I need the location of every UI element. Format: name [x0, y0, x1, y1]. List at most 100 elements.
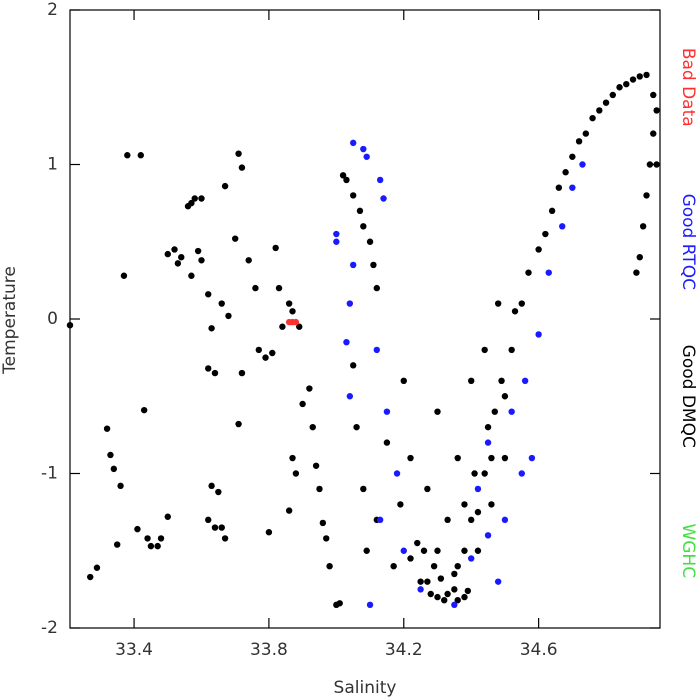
data-point: [252, 284, 259, 292]
y-tick-label: 0: [47, 309, 58, 329]
data-point: [461, 547, 468, 554]
data-point: [535, 331, 542, 338]
legend-label: Bad Data: [678, 48, 698, 127]
data-point: [245, 257, 252, 264]
data-point: [107, 451, 114, 459]
data-point: [481, 346, 488, 354]
data-point: [383, 439, 391, 446]
data-point: [417, 586, 424, 593]
data-point: [292, 318, 300, 326]
data-point: [174, 260, 182, 267]
data-point: [205, 291, 212, 298]
data-point: [265, 529, 273, 536]
data-point: [360, 223, 367, 230]
data-point: [279, 323, 286, 330]
data-point: [319, 519, 327, 527]
data-point: [376, 516, 384, 524]
data-point: [488, 501, 495, 508]
data-point: [579, 161, 586, 168]
data-point: [464, 587, 472, 595]
data-point: [289, 454, 296, 462]
data-point: [376, 176, 384, 184]
x-axis-label: Salinity: [334, 678, 397, 698]
data-point: [511, 308, 519, 315]
data-point: [164, 250, 171, 258]
data-point: [501, 393, 509, 400]
data-point: [299, 400, 306, 408]
y-tick-label: -1: [41, 464, 58, 484]
data-point: [198, 257, 205, 264]
data-point: [114, 541, 121, 548]
data-point: [346, 393, 354, 400]
x-tick-label: 34.2: [385, 640, 423, 660]
data-point: [198, 195, 205, 202]
data-point: [646, 161, 654, 168]
data-point: [326, 563, 333, 570]
marks: [66, 71, 660, 609]
data-point: [451, 601, 458, 609]
data-point: [205, 365, 212, 372]
data-point: [285, 507, 293, 514]
data-point: [309, 423, 316, 431]
data-point: [623, 80, 630, 88]
data-point: [164, 513, 171, 520]
y-tick-label: 1: [47, 155, 58, 175]
data-point: [407, 454, 414, 462]
data-point: [454, 454, 461, 462]
data-point: [434, 593, 441, 601]
data-point: [454, 563, 461, 570]
data-point: [488, 454, 495, 462]
data-point: [103, 425, 111, 432]
data-point: [285, 300, 293, 307]
data-point: [434, 547, 441, 554]
data-point: [650, 91, 657, 99]
data-point: [420, 547, 428, 554]
data-point: [269, 349, 276, 357]
data-point: [589, 114, 596, 122]
data-point: [154, 542, 161, 550]
data-point: [117, 482, 124, 490]
y-axis-label: Temperature: [0, 266, 20, 375]
data-point: [137, 152, 144, 159]
data-point: [609, 91, 616, 99]
data-point: [306, 385, 313, 392]
data-point: [518, 300, 525, 307]
data-point: [235, 150, 242, 157]
data-point: [120, 272, 128, 279]
data-point: [157, 535, 165, 542]
data-point: [397, 501, 404, 508]
data-point: [333, 230, 340, 238]
data-point: [188, 199, 195, 207]
data-point: [468, 555, 475, 562]
data-point: [289, 308, 296, 315]
data-point: [633, 269, 640, 276]
data-point: [474, 508, 482, 516]
data-point: [350, 362, 357, 369]
data-point: [441, 596, 448, 604]
data-point: [360, 485, 367, 493]
data-point: [471, 470, 478, 477]
data-point: [225, 312, 232, 320]
data-point: [272, 244, 279, 252]
data-point: [562, 169, 569, 176]
data-point: [602, 99, 610, 106]
data-point: [393, 470, 401, 477]
y-tick-label: -2: [41, 618, 58, 638]
data-point: [343, 338, 350, 346]
data-point: [370, 261, 377, 269]
data-point: [484, 439, 492, 446]
data-point: [366, 601, 374, 609]
data-point: [636, 73, 643, 80]
data-point: [238, 164, 246, 171]
data-point: [653, 107, 660, 114]
data-point: [255, 346, 262, 354]
data-point: [208, 325, 215, 332]
data-point: [430, 563, 438, 570]
data-point: [518, 470, 525, 477]
data-point: [262, 354, 269, 361]
data-point: [636, 254, 643, 261]
data-point: [575, 138, 583, 145]
data-point: [211, 524, 219, 531]
